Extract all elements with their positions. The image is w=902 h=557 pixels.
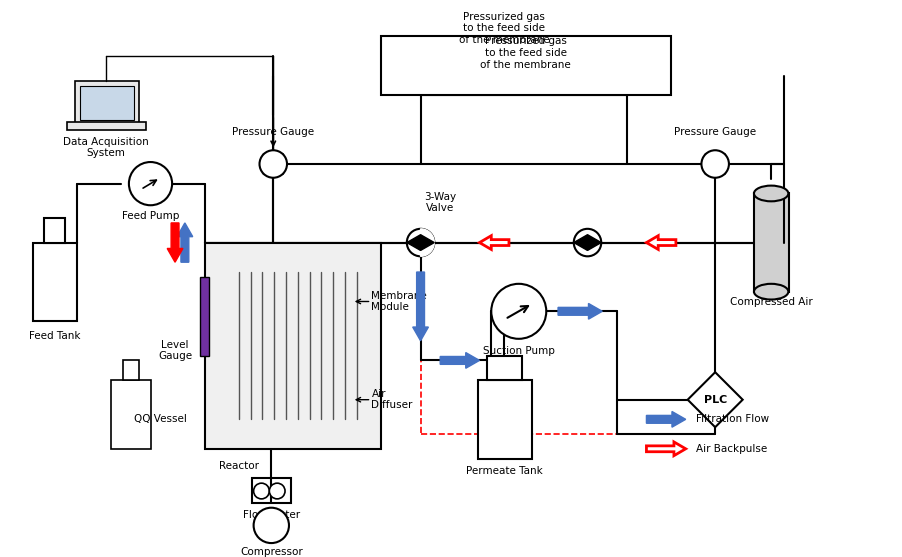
Bar <box>32 242 77 321</box>
Polygon shape <box>407 234 420 251</box>
Bar <box>67 122 145 130</box>
Circle shape <box>253 508 289 543</box>
Text: Suction Pump: Suction Pump <box>483 346 554 356</box>
Text: Pressurized gas
to the feed side
of the membrane: Pressurized gas to the feed side of the … <box>458 12 548 45</box>
Circle shape <box>407 229 434 256</box>
Bar <box>477 380 531 458</box>
Bar <box>381 36 670 95</box>
Bar <box>44 218 65 242</box>
Text: Flow Meter: Flow Meter <box>243 510 299 520</box>
FancyArrow shape <box>557 304 602 319</box>
Polygon shape <box>420 229 434 256</box>
Ellipse shape <box>753 284 787 300</box>
Text: Compressor: Compressor <box>240 547 302 557</box>
Bar <box>111 380 151 449</box>
Text: Compressed Air: Compressed Air <box>729 296 812 306</box>
Bar <box>420 242 714 434</box>
Polygon shape <box>420 234 434 251</box>
Circle shape <box>259 150 287 178</box>
Text: Filtration Flow: Filtration Flow <box>695 414 768 424</box>
Bar <box>204 242 381 449</box>
FancyArrow shape <box>412 272 428 341</box>
Text: Feed Tank: Feed Tank <box>29 331 80 341</box>
Ellipse shape <box>753 185 787 201</box>
Circle shape <box>701 150 728 178</box>
Circle shape <box>253 483 269 499</box>
Text: Reactor: Reactor <box>219 461 259 471</box>
Polygon shape <box>587 234 601 251</box>
FancyArrow shape <box>646 236 676 250</box>
Bar <box>199 277 209 355</box>
FancyArrow shape <box>646 442 685 456</box>
Bar <box>123 360 139 380</box>
Text: Level
Gauge: Level Gauge <box>158 340 192 361</box>
Text: Air
Diffuser: Air Diffuser <box>371 389 412 411</box>
Bar <box>75 81 139 125</box>
Circle shape <box>573 229 601 256</box>
Text: Pressurized gas
to the feed side
of the membrane: Pressurized gas to the feed side of the … <box>480 36 570 70</box>
Text: PLC: PLC <box>703 395 726 405</box>
Bar <box>487 355 521 380</box>
Text: Pressure Gauge: Pressure Gauge <box>674 126 755 136</box>
FancyArrow shape <box>646 412 685 427</box>
Text: Membrane
Module: Membrane Module <box>371 291 427 312</box>
Text: Air Backpulse: Air Backpulse <box>695 444 766 454</box>
Circle shape <box>269 483 285 499</box>
Text: Pressure Gauge: Pressure Gauge <box>232 126 314 136</box>
FancyArrow shape <box>479 236 509 250</box>
Text: QQ Vessel: QQ Vessel <box>133 414 187 424</box>
Bar <box>79 86 133 120</box>
Circle shape <box>491 284 546 339</box>
Text: Feed Pump: Feed Pump <box>122 211 179 221</box>
Polygon shape <box>687 372 741 427</box>
Polygon shape <box>573 234 587 251</box>
FancyArrow shape <box>167 223 183 262</box>
Text: 3-Way
Valve: 3-Way Valve <box>424 192 456 213</box>
Circle shape <box>129 162 172 205</box>
Bar <box>252 478 290 503</box>
Text: Data Acquisition
System: Data Acquisition System <box>63 136 149 158</box>
FancyArrow shape <box>439 353 479 368</box>
Text: Permeate Tank: Permeate Tank <box>465 466 542 476</box>
FancyArrow shape <box>177 223 192 262</box>
Bar <box>754 193 788 292</box>
